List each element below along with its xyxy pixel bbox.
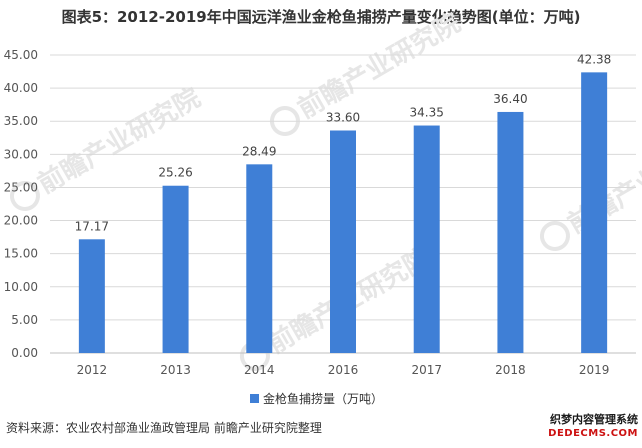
legend-swatch — [250, 394, 259, 403]
y-tick-label: 30.00 — [4, 147, 38, 161]
watermark-logo-text: 前瞻产业研究院 — [33, 82, 206, 200]
legend: 金枪鱼捕捞量（万吨） — [250, 391, 383, 406]
x-tick-label: 2016 — [328, 363, 359, 377]
bar — [162, 185, 189, 353]
bar — [497, 111, 524, 353]
x-axis-ticks: 2012 2013 2014 2016 2017 2018 2019 — [77, 363, 610, 377]
bar-series — [78, 72, 608, 353]
bar — [78, 239, 105, 353]
y-tick-label: 20.00 — [4, 214, 38, 228]
legend-label: 金枪鱼捕捞量（万吨） — [263, 391, 383, 406]
y-tick-label: 5.00 — [11, 313, 38, 327]
x-tick-label: 2013 — [160, 363, 191, 377]
chart-title: 图表5：2012-2019年中国远洋渔业金枪鱼捕捞产量变化趋势图(单位：万吨) — [61, 8, 581, 26]
data-labels: 17.17 25.26 28.49 33.60 34.35 36.40 42.38 — [75, 52, 612, 233]
bar — [330, 130, 356, 353]
watermark-logo-mark — [9, 181, 40, 211]
corner-watermark-line2: DEDECMS.COM — [548, 428, 638, 439]
data-label: 28.49 — [242, 144, 276, 158]
source-note: 资料来源：农业农村部渔业渔政管理局 前瞻产业研究院整理 — [6, 421, 322, 435]
y-tick-label: 15.00 — [4, 247, 38, 261]
data-label: 34.35 — [410, 106, 444, 120]
watermark-logo: 前瞻产业研究院 — [269, 7, 466, 136]
x-tick-label: 2014 — [244, 363, 275, 377]
bar — [246, 164, 273, 353]
watermark-logo-mark — [539, 221, 570, 251]
y-axis-ticks: 0.00 5.00 10.00 15.00 20.00 25.00 30.00 35.00 40… — [4, 48, 38, 360]
data-label: 17.17 — [75, 219, 109, 233]
corner-watermark: 织梦内容管理系统 DEDECMS.COM — [528, 412, 638, 444]
y-tick-label: 10.00 — [4, 280, 38, 294]
x-tick-label: 2017 — [411, 363, 442, 377]
watermark-logo-mark — [269, 106, 300, 136]
y-tick-label: 25.00 — [4, 180, 38, 194]
y-tick-label: 45.00 — [4, 48, 38, 62]
corner-watermark-line1: 织梦内容管理系统 — [550, 413, 638, 426]
data-label: 42.38 — [577, 52, 611, 66]
data-label: 33.60 — [326, 110, 360, 124]
data-label: 25.26 — [158, 166, 192, 180]
bar — [581, 72, 608, 353]
x-tick-label: 2012 — [77, 363, 108, 377]
y-tick-label: 0.00 — [11, 346, 38, 360]
x-tick-label: 2018 — [495, 363, 526, 377]
x-tick-label: 2019 — [579, 363, 610, 377]
y-tick-label: 35.00 — [4, 114, 38, 128]
y-tick-label: 40.00 — [4, 81, 38, 95]
bar — [413, 125, 440, 353]
data-label: 36.40 — [493, 92, 527, 106]
